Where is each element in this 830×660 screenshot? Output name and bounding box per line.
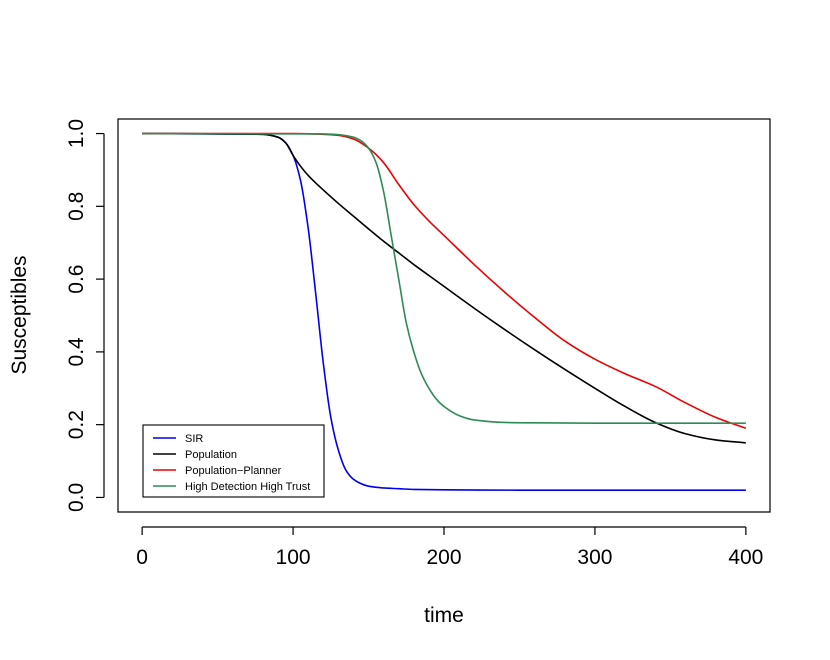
x-axis: 0 100 200 300 400	[136, 526, 763, 569]
series-line-1	[142, 132, 746, 444]
series-line-2	[142, 132, 747, 430]
y-tick-label: 1.0	[65, 119, 88, 148]
legend-label: Population	[185, 449, 237, 461]
y-tick-label: 0.8	[65, 192, 88, 221]
y-tick-label: 0.4	[65, 337, 88, 367]
legend-label: Population−Planner	[185, 465, 282, 477]
y-axis: 0.0 0.2 0.4 0.6 0.8 1.0	[65, 119, 105, 512]
legend-box	[142, 424, 325, 498]
legend-label: High Detection High Trust	[185, 481, 310, 493]
x-tick-label: 200	[426, 546, 461, 569]
y-tick-label: 0.0	[65, 483, 88, 512]
x-tick-label: 300	[577, 546, 612, 569]
x-tick-label: 0	[136, 546, 148, 569]
x-axis-title: time	[424, 604, 464, 627]
legend: SIR Population Population−Planner High Dete…	[142, 424, 325, 498]
x-tick-label: 100	[276, 546, 311, 569]
y-tick-label: 0.2	[65, 410, 88, 439]
y-tick-label: 0.6	[65, 265, 88, 294]
series-line-3	[142, 132, 746, 425]
legend-label: SIR	[185, 433, 203, 445]
plot-frame	[117, 118, 771, 513]
series-lines	[142, 132, 747, 491]
y-axis-title: Susceptibles	[8, 255, 31, 374]
x-tick-label: 400	[728, 546, 763, 569]
